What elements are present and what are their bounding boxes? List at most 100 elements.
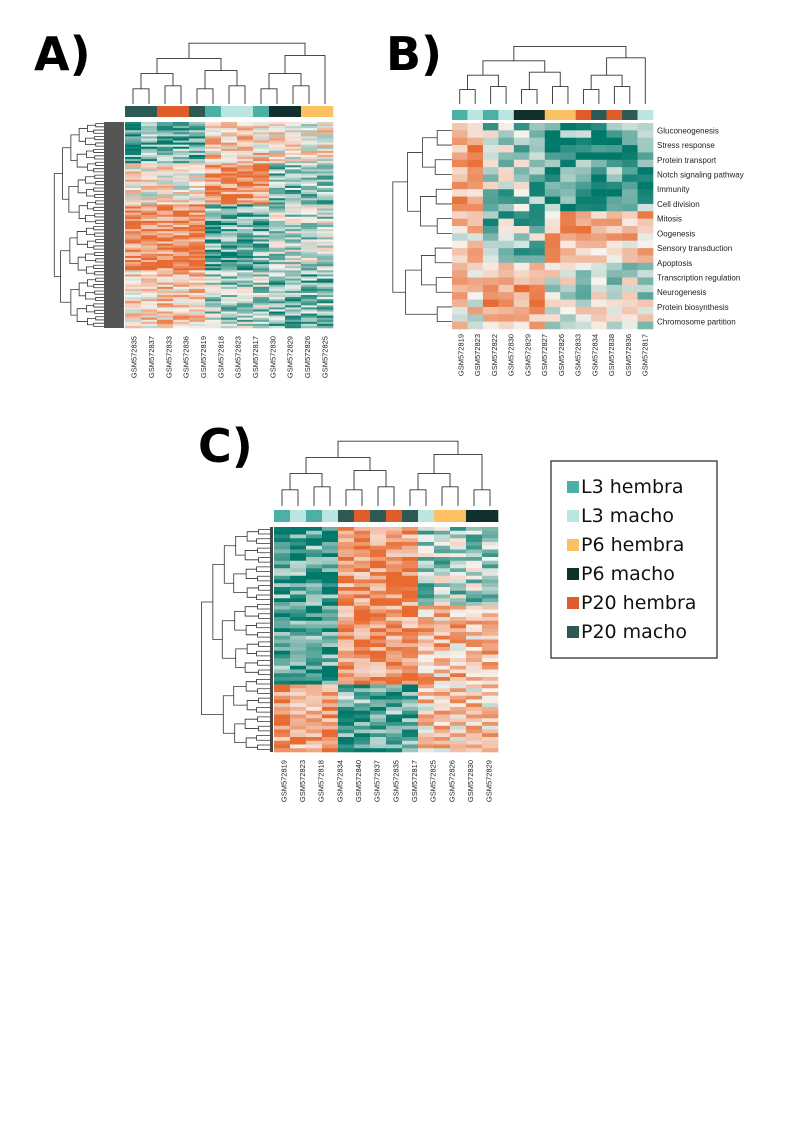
panel-a-row-dendrogram-branch: [93, 322, 104, 327]
panel-c-cell: [338, 583, 355, 588]
panel-b-cell: [637, 306, 654, 315]
panel-a-cell: [157, 212, 174, 215]
panel-a-cell: [301, 128, 318, 131]
panel-a-cell: [301, 278, 318, 281]
panel-b-cell: [622, 196, 638, 205]
panel-c-cell: [274, 733, 291, 738]
panel-a-cell: [237, 225, 254, 228]
panel-b-cell: [452, 321, 468, 330]
panel-c-cell: [466, 722, 483, 727]
panel-c-row-dendrogram-branch: [258, 557, 270, 563]
panel-a-cell: [221, 274, 238, 277]
panel-a-row-dendrogram-branch: [87, 317, 96, 326]
panel-a-cell: [317, 173, 334, 176]
panel-a-cell: [317, 140, 334, 143]
panel-c-cell: [482, 729, 499, 734]
panel-b-cell: [606, 292, 623, 300]
panel-a-cell: [157, 233, 174, 236]
panel-c-cell: [354, 620, 371, 625]
panel-c-cell: [402, 714, 419, 719]
panel-a-cell: [285, 194, 302, 197]
panel-a-cell: [285, 321, 302, 325]
panel-c-cell: [290, 583, 307, 588]
panel-b-cell: [467, 167, 484, 175]
panel-a-cell: [285, 243, 302, 246]
panel-c-cell: [450, 729, 467, 734]
panel-a-cell: [301, 233, 318, 236]
panel-a-cell: [237, 270, 254, 273]
panel-a-cell: [173, 257, 190, 261]
panel-b-cell: [529, 284, 546, 293]
panel-a-cell: [173, 214, 190, 218]
panel-c-cell: [466, 527, 483, 532]
panel-c-cell: [274, 560, 291, 565]
panel-c-cell: [434, 605, 451, 610]
panel-a-cell: [157, 196, 174, 199]
panel-b-cell: [513, 226, 530, 234]
panel-a-cell: [221, 130, 238, 133]
panel-a-cell: [269, 317, 286, 321]
panel-a-cell: [237, 231, 254, 234]
panel-a-cell: [205, 204, 222, 207]
panel-a-cell: [141, 183, 158, 187]
panel-a-cell: [285, 292, 302, 296]
panel-c-cell: [290, 575, 307, 580]
panel-c-cell: [386, 628, 403, 633]
panel-c-cell: [418, 620, 435, 625]
panel-a-cell: [253, 196, 270, 199]
panel-b-cell: [467, 248, 484, 256]
panel-a-cell: [141, 247, 158, 251]
panel-c-column-label: GSM572817: [410, 760, 419, 802]
panel-a-cell: [157, 239, 174, 242]
panel-a-cell: [253, 295, 270, 298]
panel-a-cell: [237, 152, 254, 156]
panel-a-cell: [205, 245, 222, 248]
panel-c-cell: [274, 527, 291, 532]
panel-a-cell: [285, 196, 302, 199]
panel-a-cell: [253, 301, 270, 304]
panel-a-cell: [189, 251, 206, 255]
panel-a-cell: [157, 268, 174, 271]
panel-a-cell: [221, 292, 238, 296]
panel-b-cell: [482, 270, 499, 278]
panel-c-cell: [338, 725, 355, 730]
panel-b-cell: [560, 299, 576, 308]
panel-a-cell: [125, 309, 142, 312]
panel-a-cell: [285, 237, 302, 240]
panel-a-cell: [253, 311, 270, 314]
panel-a-cell: [269, 225, 286, 228]
panel-a-cell: [253, 249, 270, 253]
panel-b-cell: [637, 145, 654, 153]
panel-a-cell: [157, 317, 174, 321]
panel-a-cell: [205, 208, 222, 211]
panel-a-cell: [285, 212, 302, 215]
panel-c-cell: [354, 740, 371, 745]
panel-c-cell: [322, 598, 339, 603]
panel-c-cell: [482, 564, 499, 569]
panel-c-cell: [306, 647, 323, 652]
panel-a-cell: [141, 146, 158, 150]
panel-c-cell: [386, 699, 403, 704]
panel-a-cell: [173, 319, 190, 323]
panel-c-column-label: GSM572823: [298, 760, 307, 802]
panel-b-cell: [513, 130, 530, 139]
panel-a-cell: [125, 299, 142, 302]
panel-b-cell: [482, 321, 499, 330]
panel-c-cell: [386, 572, 403, 577]
panel-c-cell: [354, 542, 371, 547]
panel-a-cell: [205, 313, 222, 316]
panel-a-cell: [269, 266, 286, 269]
panel-c-cell: [418, 613, 435, 618]
panel-a-cell: [125, 235, 142, 238]
panel-c-cell: [466, 557, 483, 562]
panel-c-cell: [354, 613, 371, 618]
panel-c-cell: [306, 587, 323, 592]
panel-a-row-dendrogram-branch: [93, 226, 104, 231]
panel-b-row-label: Mitosis: [657, 215, 682, 224]
panel-a-cell: [301, 307, 318, 310]
panel-a-cell: [285, 148, 302, 152]
panel-a-cell: [285, 309, 302, 312]
panel-a-cell: [317, 192, 334, 195]
panel-a-cell: [237, 227, 254, 230]
panel-c-cell: [386, 534, 403, 539]
